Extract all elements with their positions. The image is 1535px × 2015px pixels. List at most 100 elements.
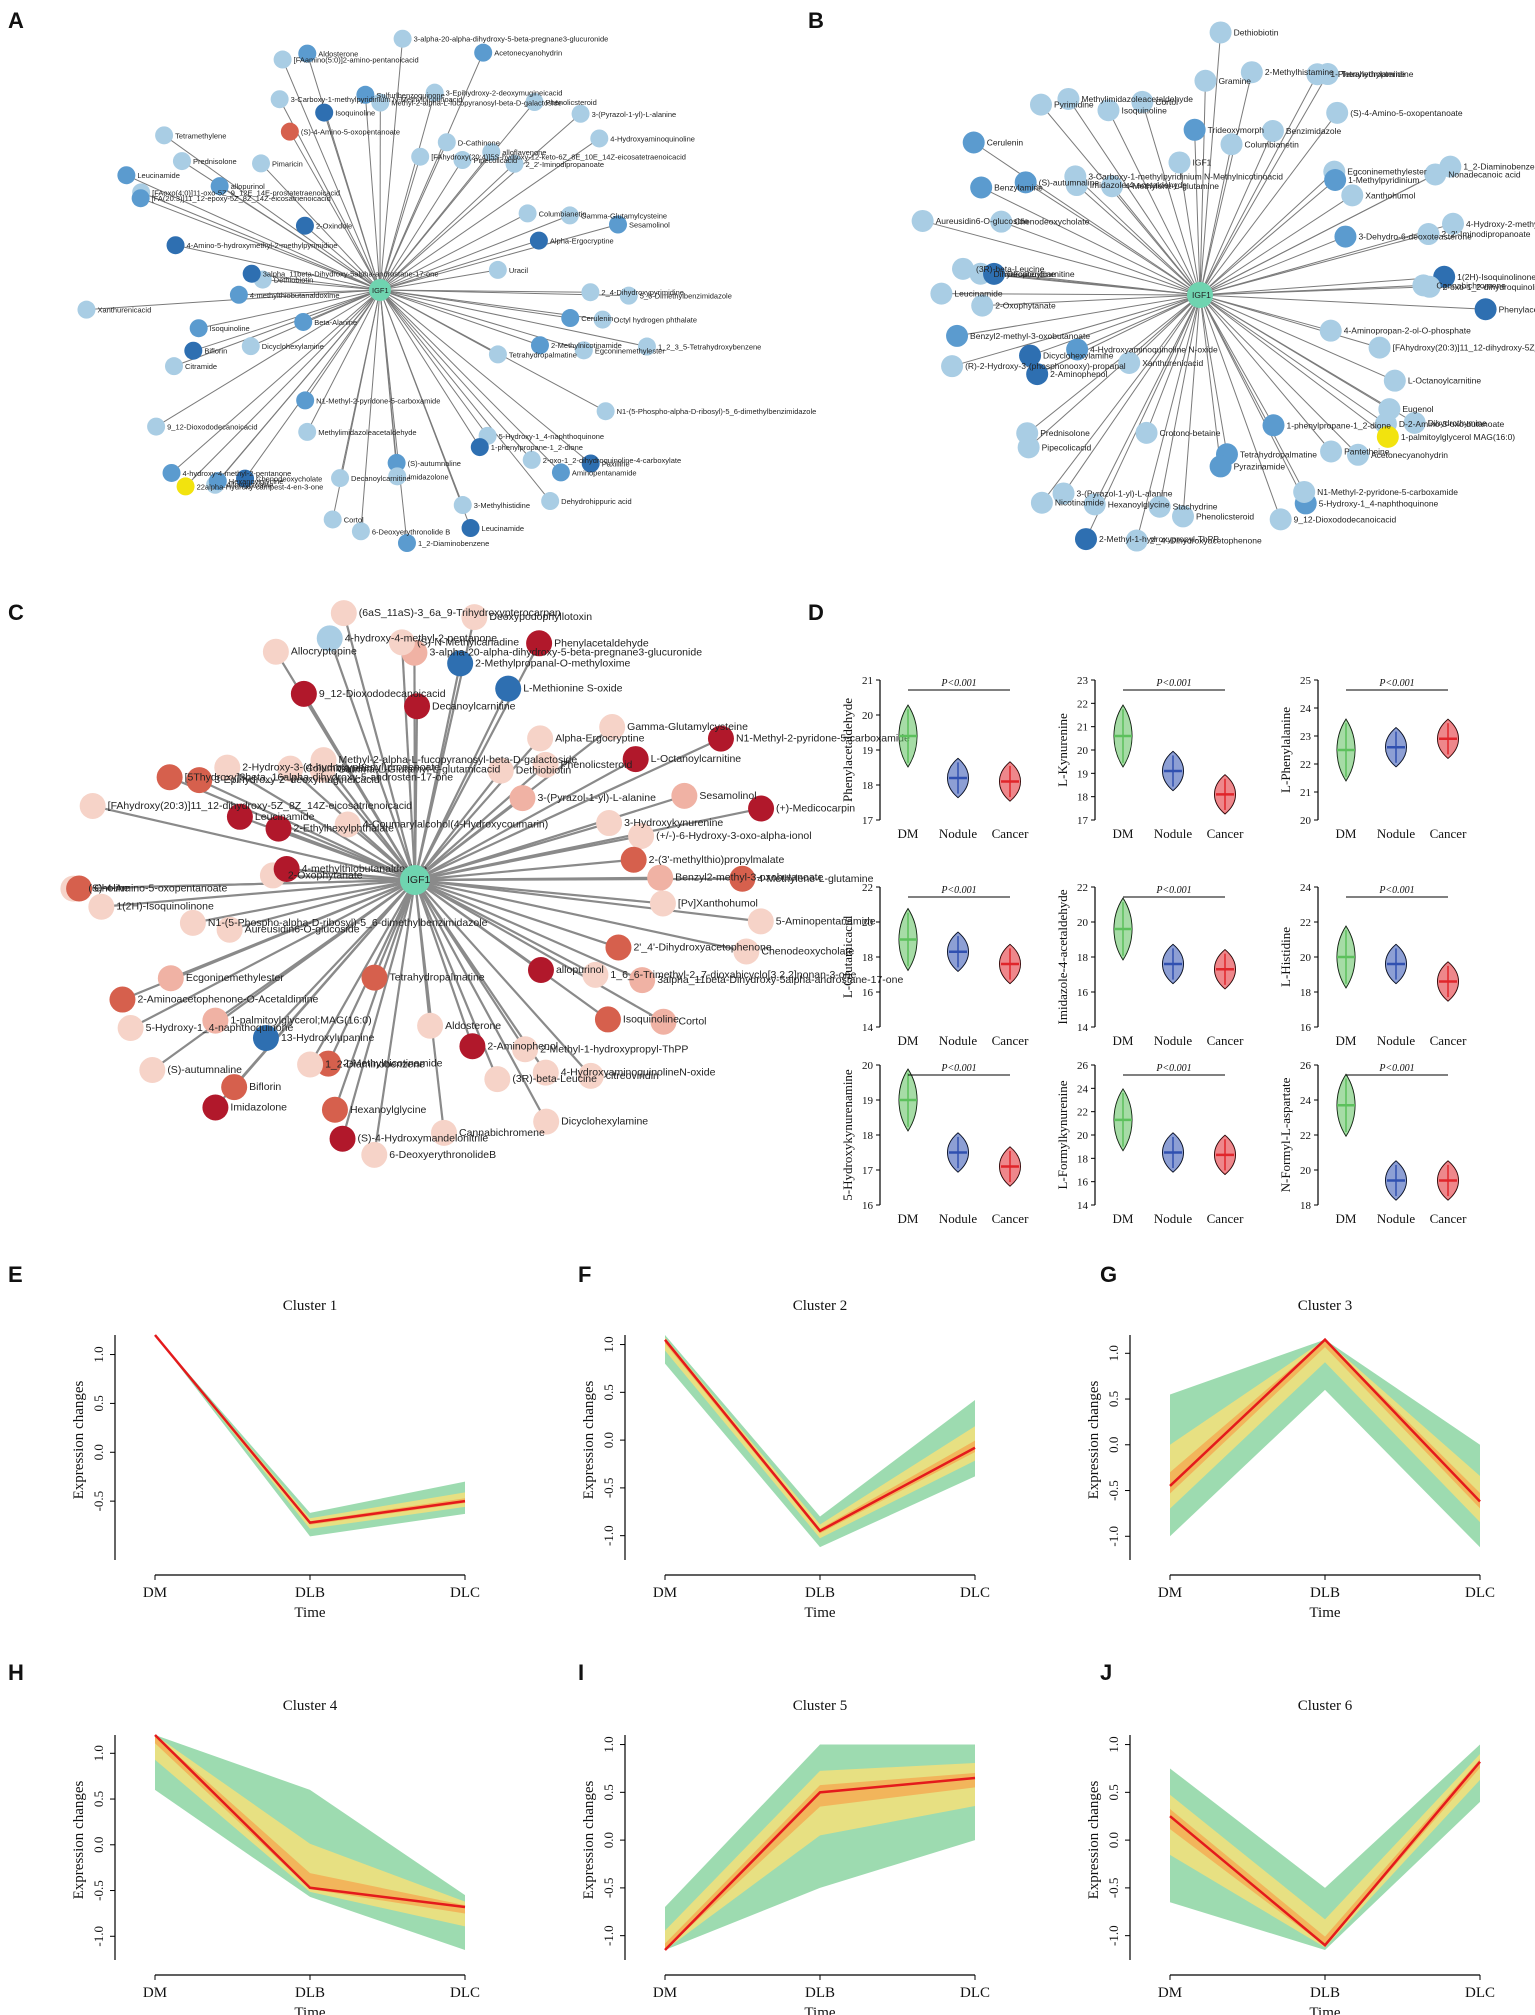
node-label: Uracil [509,266,529,275]
y-tick-label: -1.0 [1106,1925,1121,1946]
node-label: allopurinol [231,182,266,191]
node-c-38 [329,1125,356,1152]
y-tick-label: 21 [1300,787,1311,799]
edge-a-12 [379,212,528,291]
node-label: Deoxypodophyllotoxin [489,611,592,623]
node-label: Dethiobiotin [516,765,572,777]
y-axis-label: Phenylacetaldehyde [840,698,855,802]
node-c-12 [622,746,649,773]
edge-c-72 [400,642,417,881]
node-label: Cortol [1155,97,1178,107]
node-label: Methyl-2-alpha-L-fucopyranosyl-beta-D-ga… [391,99,562,108]
node-c-7 [527,725,554,752]
node-c-29 [577,1062,604,1089]
node-a-19 [561,309,580,328]
x-axis-label: Time [1309,2005,1340,2015]
y-tick-label: 20 [862,917,874,929]
edge-b-13 [1199,236,1346,296]
node-a-28 [522,450,541,469]
edge-a-22 [379,289,584,351]
node-label: N1-Methyl-2-pyridone-5-carboxamide [1317,487,1458,497]
node-label: (3R)-beta-Leucine [512,1073,597,1085]
y-tick-label: 16 [1300,1022,1312,1034]
edge-a-53 [238,289,381,296]
x-tick-label: Cancer [1430,1033,1467,1048]
edge-c-22 [414,878,747,953]
edge-b-41 [1063,294,1201,494]
edge-b-8 [1199,171,1335,296]
y-tick-label: 21 [1077,722,1088,734]
node-c-17 [620,846,647,873]
node-b-3 [1220,133,1243,156]
y-axis-label: L-Glutamicacid [840,915,855,998]
node-label: Methyl-2-alpha-L-fucopyranosyl-beta-D-ga… [339,754,578,766]
node-c-44 [202,1094,229,1121]
edge-c-1 [413,706,419,881]
node-label: 1_6_6-Trimethyl-2_7-dioxabicyclo[3.2.2]n… [610,969,856,981]
y-tick-label: 17 [1077,815,1089,827]
node-label: Pantetheine [1344,447,1390,457]
x-tick-label: DLB [295,1585,325,1601]
x-tick-label: Nodule [1154,1211,1193,1226]
node-a-47 [147,417,166,436]
edge-b-51 [982,294,1201,307]
node-c-68 [290,680,317,707]
node-a-16 [488,260,507,279]
edge-c-21 [414,878,761,923]
node-label: [FAhydroxy(20:4)]5S-hydroxy-12-keto-6Z_8… [431,153,686,162]
node-c-16 [748,795,775,822]
node-label: Octyl hydrogen phthalate [614,316,697,325]
node-label: Egconinemethylester [1347,167,1427,177]
edge-a-27 [379,289,562,473]
node-label: Tetramethylene [175,131,226,140]
node-a-46 [162,463,181,482]
x-tick-label: Nodule [939,1033,978,1048]
node-label: Xanthurenicacid [1142,358,1203,368]
node-label: 22alpha-Hydroxy-campest-4-en-3-one [197,482,324,491]
node-label: N1-(5-Phospho-alpha-D-ribosyl)-5_6-dimet… [617,407,817,416]
panel-label-h: H [8,1660,24,1685]
node-b-46 [1026,363,1049,386]
node-label: Sulfurlbenzoquinone [376,91,444,100]
node-a-34 [387,453,406,472]
edge-c-11 [414,737,722,881]
node-a-21 [637,337,656,356]
node-a-7 [482,143,501,162]
edge-c-42 [309,879,416,1066]
band-core [665,1772,975,1950]
node-label: Columbianetin [305,763,372,775]
node-label: 1(2H)-Isoquinolinone [116,901,214,913]
edge-c-25 [414,879,665,1023]
node-label: Dicyclohexylamine [262,342,324,351]
node-b-69 [1183,118,1206,141]
edge-b-9 [1199,179,1336,296]
node-c-63 [214,754,241,781]
node-c-51 [179,909,206,936]
violin-chart-0: 17 18 19 20 21 Phenylacetaldehyde DM Nodule Canc… [840,675,1029,841]
edge-b-40 [1094,294,1201,505]
node-a-17 [581,283,600,302]
y-tick-label: 22 [1077,1107,1088,1119]
node-b-21 [1368,336,1391,359]
edge-a-58 [140,191,381,291]
edge-a-56 [251,273,381,291]
node-label: 4-hydroxy-4-methyl-2-pentanone [345,632,497,644]
node-a-27 [551,463,570,482]
y-axis-label: L-Phenylalanine [1278,707,1293,793]
edge-b-24 [1199,294,1387,425]
network-a-nodes [77,29,656,553]
x-tick-label: DM [143,1585,167,1601]
edge-a-41 [304,289,381,401]
edge-b-59 [1025,181,1201,296]
x-tick-label: DM [898,1211,919,1226]
node-c-27 [527,957,554,984]
edge-b-25 [1199,294,1390,410]
y-tick-label: 22 [1300,759,1311,771]
edge-b-14 [1199,233,1429,296]
node-b-18 [1412,274,1435,297]
node-b-47 [1066,338,1089,361]
node-a-40 [298,422,317,441]
node-label: 3alpha_11beta-Dihydroxy-5alpha-androstan… [657,974,903,986]
node-b-32 [1269,508,1292,531]
